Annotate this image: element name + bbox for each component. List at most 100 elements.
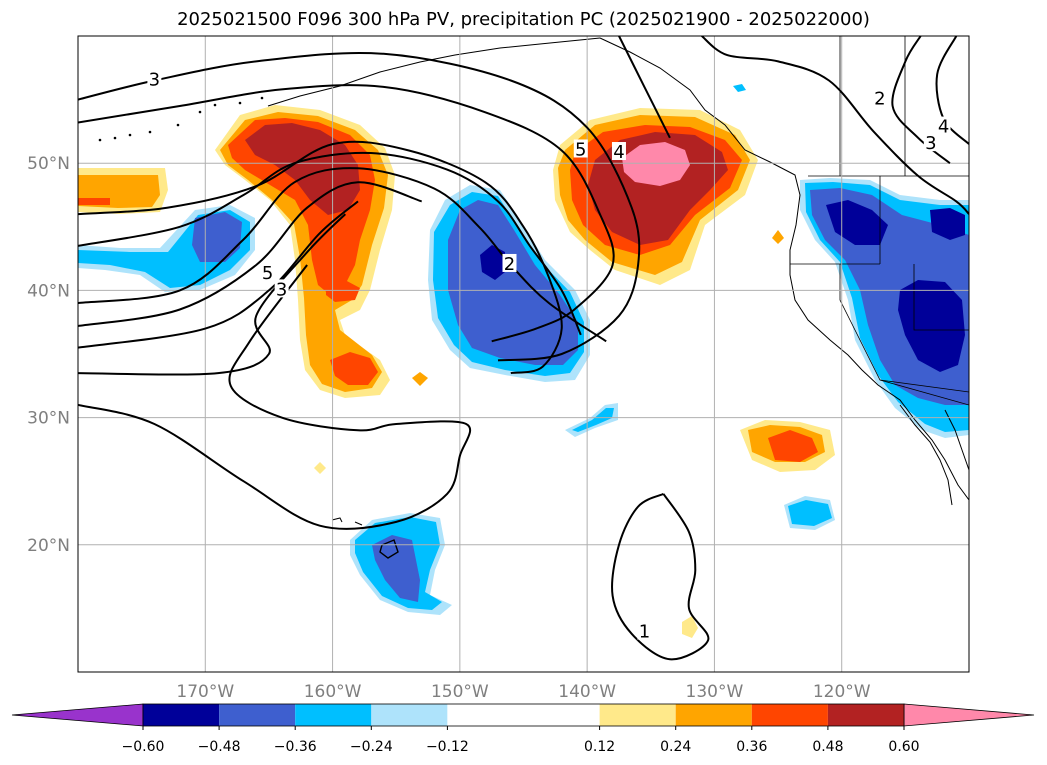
pv-contour-line	[611, 492, 710, 661]
precip-coast-navy-s	[898, 280, 965, 372]
contour-label: 5	[575, 139, 586, 160]
island-aleutian	[213, 103, 217, 107]
precip-west-red3	[326, 280, 360, 302]
precip-se-red	[768, 430, 818, 462]
precip-west-dark	[245, 123, 360, 215]
y-tick-label: 50°N	[27, 154, 70, 174]
contour-label-bg	[611, 142, 626, 161]
colorbar-tick-label: −0.48	[198, 739, 241, 755]
chart-title: 2025021500 F096 300 hPa PV, precipitatio…	[177, 9, 870, 30]
contour-label-bg	[923, 133, 938, 152]
precip-tiny-3	[772, 230, 784, 244]
colorbar-frame	[142, 703, 905, 727]
pv-contour-line	[78, 264, 472, 530]
pv-contour-line	[78, 51, 641, 362]
contour-label: 2	[874, 89, 885, 110]
coast-mexico	[944, 409, 969, 471]
contour-label: 3	[149, 70, 160, 91]
x-axis-ticks: 170°W 160°W 150°W 140°W 130°W 120°W	[176, 682, 870, 702]
y-axis-ticks: 50°N 40°N 30°N 20°N	[27, 154, 70, 556]
coastline-na	[599, 37, 969, 501]
colorbar-bin	[295, 704, 372, 726]
contour-label: 5	[262, 263, 273, 284]
colorbar-tick-label: −0.12	[426, 739, 469, 755]
colorbar-tick-label: −0.36	[274, 739, 317, 755]
precip-center-navy	[480, 245, 505, 280]
pv-contour-line	[78, 151, 582, 336]
colorbar-tick-label: 0.24	[660, 739, 691, 755]
pv-contours	[78, 36, 969, 661]
island-aleutian	[238, 101, 242, 105]
contour-label-bg	[573, 139, 588, 158]
contour-label: 1	[639, 622, 650, 643]
x-tick-label: 170°W	[176, 682, 234, 702]
island-aleutian	[128, 133, 132, 137]
colorbar-tick-label: 0.48	[812, 739, 843, 755]
y-tick-label: 30°N	[27, 409, 70, 429]
island-aleutian	[98, 138, 102, 142]
colorbar-tick-label: 0.36	[736, 739, 767, 755]
x-tick-label: 140°W	[558, 682, 616, 702]
contour-label: 4	[613, 142, 624, 163]
island-aleutian	[198, 110, 202, 114]
colorbar-bin	[751, 704, 828, 726]
pv-contour-line	[78, 140, 563, 375]
precip-tiny-4	[314, 462, 326, 474]
border-mexico	[879, 379, 969, 393]
precip-center-blue	[448, 200, 578, 365]
x-tick-label: 150°W	[431, 682, 489, 702]
colorbar: −0.60 −0.48 −0.36 −0.24 −0.12 0.12 0.24 0.36 0.4…	[11, 703, 1035, 755]
island-aleutian	[148, 130, 152, 134]
pv-contour-line	[78, 181, 423, 327]
contour-label-bg	[502, 253, 517, 272]
colorbar-tick-label: −0.60	[122, 739, 165, 755]
plot-frame	[77, 35, 970, 673]
pv-contour-line	[78, 213, 347, 376]
coastline-alaska	[267, 37, 601, 107]
contour-label: 4	[938, 117, 949, 138]
contour-label-bg	[637, 621, 652, 640]
colorbar-extend-low	[11, 703, 144, 727]
colorbar-tick-label: 0.60	[888, 739, 919, 755]
colorbar-bin	[827, 704, 904, 726]
pv-contour-line	[78, 167, 607, 343]
coast-hawaii-small	[331, 517, 343, 523]
pv-contour-line	[701, 36, 969, 215]
precip-tiny-2	[682, 616, 698, 638]
x-tick-label: 130°W	[686, 682, 744, 702]
contour-label-bg	[936, 116, 951, 135]
x-tick-label: 160°W	[304, 682, 362, 702]
precip-far-west-red	[78, 198, 110, 205]
island-aleutian	[113, 136, 117, 140]
precip-gulf-pink	[622, 142, 690, 186]
colorbar-bin	[447, 704, 600, 726]
contour-label-bg	[274, 279, 289, 298]
contour-label: 3	[925, 133, 936, 154]
pv-contour-line	[78, 84, 615, 343]
colorbar-bin	[219, 704, 296, 726]
precip-hawaii-blue	[372, 535, 420, 602]
colorbar-bin	[143, 704, 220, 726]
precip-west-red2	[330, 352, 378, 385]
precip-streak-cyan	[572, 408, 614, 432]
colorbar-bin	[675, 704, 752, 726]
colorbar-tick-label: −0.24	[350, 739, 393, 755]
contour-label-bg	[147, 69, 162, 88]
colorbar-tick-label: 0.12	[584, 739, 615, 755]
coastlines	[98, 36, 969, 559]
contour-label-bg	[872, 88, 887, 107]
coast-baja	[899, 404, 953, 506]
pv-contour-line	[935, 36, 969, 145]
precip-tiny-1	[412, 372, 428, 386]
border-state-4	[913, 264, 969, 331]
contour-label-bg	[260, 262, 275, 281]
y-tick-label: 40°N	[27, 281, 70, 301]
border-state-3	[839, 264, 969, 406]
pv-contour-line	[78, 200, 359, 349]
pv-contour-line	[618, 36, 671, 139]
precip-nw-blue	[192, 212, 242, 262]
coast-hawaii-big	[379, 539, 399, 559]
colorbar-bin	[371, 704, 448, 726]
